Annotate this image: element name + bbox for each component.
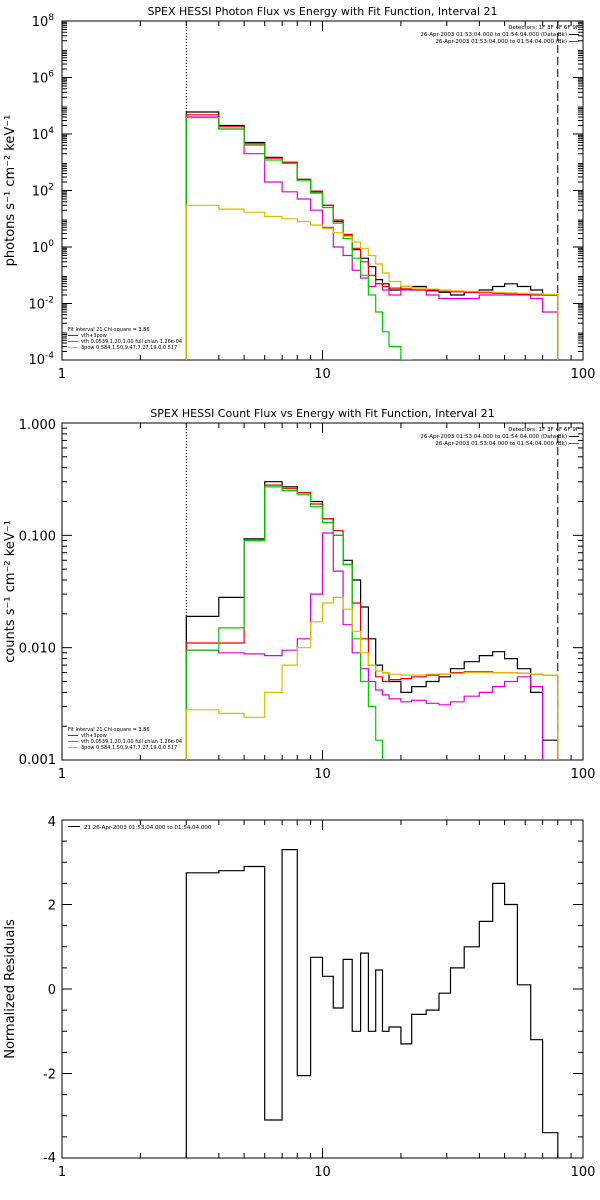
- residuals-panel: 1 10 100 -4 -2 0 2 4 Normalized Residuals 21 26-A…: [3, 815, 595, 1180]
- x-tick-label: 100: [571, 767, 596, 782]
- y-tick-label: 0: [48, 983, 56, 998]
- legend-entry: 3pow 0.584,1.50,9.47,7.27,19.0,0.517: [81, 345, 177, 351]
- y-tick-base: 10: [32, 72, 49, 87]
- x-tick-label: 100: [571, 367, 596, 382]
- legend-entry: 21 26-Apr-2003 01:53:04.000 to 01:54:04.…: [84, 825, 212, 831]
- legend-entry: 26-Apr-2003 01:53:04.000 to 01:54:04.000…: [420, 32, 567, 38]
- series-line-0: [185, 481, 559, 760]
- x-tick-label: 10: [314, 767, 331, 782]
- legend-entry: Fit Interval 21 Chi-square = 3.86: [68, 727, 150, 733]
- x-tick-label: 1: [58, 1165, 66, 1180]
- y-tick-label: 10-2: [28, 296, 54, 313]
- y-tick-label: 102: [32, 183, 54, 200]
- legend-entry: vth 0.0539,1.20,1.00 full chian 1.26e-04: [81, 339, 182, 345]
- y-tick-exponent: 0: [48, 239, 54, 249]
- y-tick-exponent: 8: [48, 13, 54, 23]
- y-axis-label: photons s⁻¹ cm⁻² keV⁻¹: [3, 115, 18, 267]
- series-line-0: [185, 849, 559, 1158]
- y-tick-label: 0.100: [19, 529, 56, 544]
- y-tick-exponent: 4: [48, 126, 54, 136]
- x-tick-label: 10: [314, 1165, 331, 1180]
- y-tick-base: 10: [32, 128, 49, 143]
- series-line-3: [185, 486, 384, 760]
- y-tick-exponent: 6: [48, 70, 54, 80]
- y-tick-label: 4: [48, 815, 56, 830]
- legend-entry: Fit Interval 21 Chi-square = 3.86: [68, 327, 150, 333]
- y-tick-label: 108: [32, 13, 55, 30]
- series-line-2: [185, 484, 559, 760]
- legend-entry: Detectors: 1F 3F 4F 6F 9F: [508, 427, 579, 433]
- y-tick-label: 106: [32, 70, 55, 87]
- y-tick-label: 0.001: [19, 753, 56, 768]
- plot-frame: [61, 819, 584, 1159]
- series-line-1: [185, 116, 559, 360]
- y-tick-base: 10: [32, 241, 49, 256]
- photon-flux-panel: SPEX HESSI Photon Flux vs Energy with Fi…: [3, 5, 595, 382]
- legend-entry: 26-Apr-2003 01:53:04.000 to 01:54:04.000…: [420, 434, 567, 440]
- x-tick-label: 10: [314, 367, 331, 382]
- y-tick-label: 10-4: [28, 351, 54, 368]
- y-tick-label: 0.010: [19, 642, 56, 657]
- x-tick-label: 1: [58, 767, 66, 782]
- y-tick-label: -4: [43, 1151, 56, 1166]
- legend-entry: vth+3pow: [81, 733, 107, 739]
- x-tick-label: 1: [58, 367, 66, 382]
- chart-title: SPEX HESSI Count Flux vs Energy with Fit…: [150, 407, 494, 420]
- x-tick-label: 100: [571, 1165, 596, 1180]
- legend-entry: 26-Apr-2003 01:53:04.000 to 01:54:04.000…: [435, 441, 567, 447]
- y-tick-base: 10: [28, 353, 45, 368]
- series-line-4: [185, 596, 559, 760]
- legend-entry: vth+3pow: [81, 333, 107, 339]
- y-tick-exponent: -2: [45, 296, 54, 306]
- y-tick-exponent: 2: [48, 183, 54, 193]
- legend-entry: 3pow 0.584,1.50,9.47,7.27,19.0,0.517: [81, 745, 177, 751]
- series-line-2: [185, 114, 559, 360]
- series-line-3: [185, 117, 412, 360]
- series-line-4: [185, 204, 559, 360]
- y-tick-label: -2: [43, 1068, 56, 1083]
- series-line-0: [185, 111, 559, 360]
- y-tick-base: 10: [28, 298, 45, 313]
- legend-entry: 26-Apr-2003 01:53:04.000 to 01:54:04.000…: [435, 39, 567, 45]
- y-tick-label: 2: [48, 899, 56, 914]
- y-tick-exponent: -4: [45, 351, 54, 361]
- y-tick-base: 10: [32, 15, 49, 30]
- legend-entry: vth 0.0539,1.20,1.00 full chian 1.26e-04: [81, 739, 182, 745]
- y-tick-label: 104: [32, 126, 55, 143]
- y-axis-label: Normalized Residuals: [3, 919, 18, 1059]
- series-line-1: [185, 532, 558, 760]
- y-tick-base: 10: [32, 185, 49, 200]
- y-tick-label: 1.000: [19, 418, 56, 433]
- y-axis-label: counts s⁻¹ cm⁻² keV⁻¹: [3, 520, 18, 663]
- chart-title: SPEX HESSI Photon Flux vs Energy with Fi…: [147, 5, 497, 18]
- count-flux-panel: SPEX HESSI Count Flux vs Energy with Fit…: [3, 407, 595, 782]
- legend-entry: Detectors: 1F 3F 4F 6F 9F: [508, 25, 579, 31]
- y-tick-label: 100: [32, 239, 55, 256]
